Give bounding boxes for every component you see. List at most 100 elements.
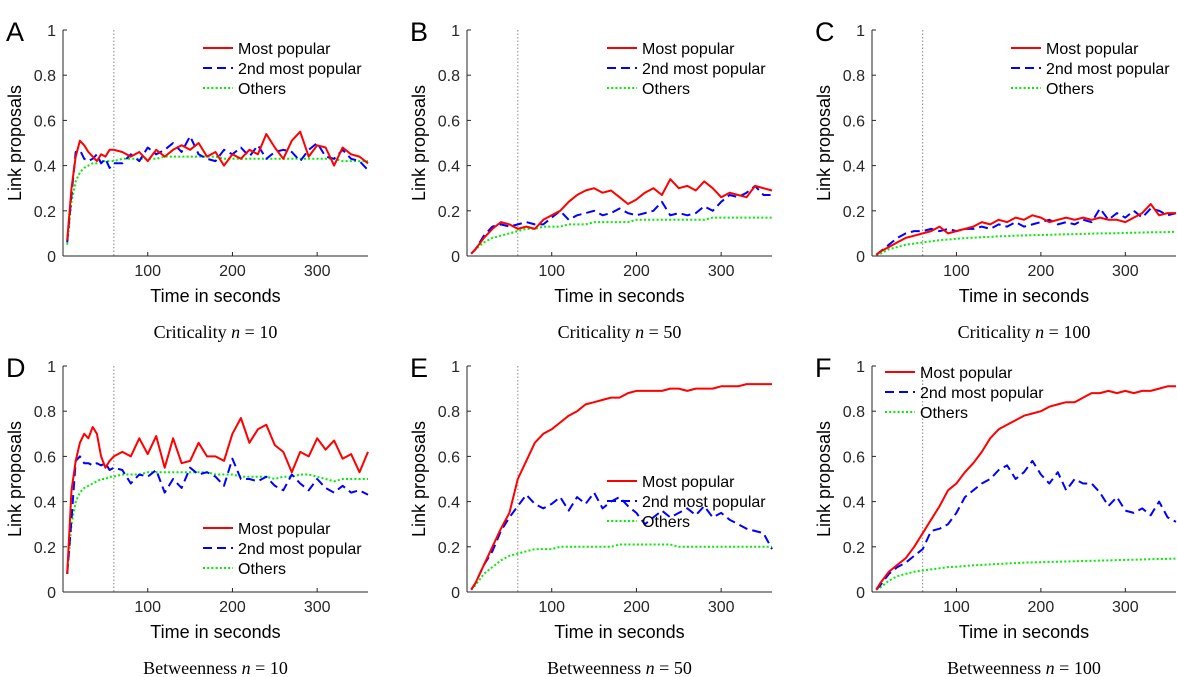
series-line-most-popular xyxy=(875,385,1176,591)
caption-variable: n xyxy=(242,658,251,677)
caption-variable: n xyxy=(635,322,644,342)
y-tick-label: 0.2 xyxy=(843,204,865,221)
y-tick-label: 0.2 xyxy=(843,540,865,557)
y-tick-label: 1 xyxy=(451,23,460,40)
panel-letter: F xyxy=(815,353,832,383)
series-line-second-most-popular xyxy=(470,491,773,591)
y-tick-label: 0.6 xyxy=(843,449,865,466)
series-line-most-popular xyxy=(470,383,772,591)
caption-equals: = xyxy=(1055,658,1074,677)
x-axis-label: Time in seconds xyxy=(959,286,1089,306)
caption-n-value: 100 xyxy=(1063,322,1090,342)
legend-label: Most popular xyxy=(642,41,735,58)
legend-label: 2nd most popular xyxy=(920,385,1044,402)
caption-n-value: 10 xyxy=(270,658,288,677)
x-tick-label: 200 xyxy=(623,263,650,280)
series-line-others xyxy=(66,155,368,245)
legend-label: 2nd most popular xyxy=(642,61,766,78)
y-tick-label: 1 xyxy=(856,359,865,376)
legend: Most popular 2nd most popular Others xyxy=(607,41,766,98)
legend-label: Most popular xyxy=(642,474,735,491)
y-axis-label: Link proposals xyxy=(409,421,429,537)
y-tick-label: 0.4 xyxy=(34,159,56,176)
panel-caption: Criticality n = 50 xyxy=(558,322,682,342)
series-line-others xyxy=(470,543,772,591)
x-tick-label: 100 xyxy=(538,599,565,616)
panel-letter: B xyxy=(410,17,428,47)
chart-panel-b: B 0 0.2 0.4 0.6 0.8 1 100 200 300 Time in seconds L… xyxy=(409,17,773,342)
legend-label: 2nd most popular xyxy=(238,541,362,558)
y-axis-label: Link proposals xyxy=(814,85,834,201)
caption-n-value: 50 xyxy=(663,322,681,342)
chart-panel-c: C 0 0.2 0.4 0.6 0.8 1 100 200 300 Time in seconds L… xyxy=(814,17,1177,342)
y-tick-label: 0.8 xyxy=(438,68,460,85)
x-tick-label: 200 xyxy=(1028,599,1055,616)
y-axis-label: Link proposals xyxy=(814,421,834,537)
x-tick-label: 300 xyxy=(1112,263,1139,280)
x-tick-label: 100 xyxy=(943,263,970,280)
legend-label: Others xyxy=(920,405,968,422)
panel-letter: E xyxy=(410,353,428,383)
legend: Most popular 2nd most popular Others xyxy=(607,474,766,531)
x-tick-label: 200 xyxy=(219,599,246,616)
x-tick-label: 100 xyxy=(943,599,970,616)
y-tick-label: 0.8 xyxy=(843,404,865,421)
caption-prefix: Criticality xyxy=(154,322,231,342)
y-tick-label: 1 xyxy=(856,23,865,40)
y-tick-label: 0.8 xyxy=(843,68,865,85)
series-line-others xyxy=(470,216,772,255)
y-tick-label: 0 xyxy=(451,249,460,266)
panel-caption: Betweenness n = 10 xyxy=(143,658,288,677)
y-axis-label: Link proposals xyxy=(409,85,429,201)
legend-label: 2nd most popular xyxy=(642,494,766,511)
series-line-most-popular xyxy=(470,178,773,255)
y-tick-label: 0.6 xyxy=(438,449,460,466)
legend: Most popular 2nd most popular Others xyxy=(203,41,362,98)
y-tick-label: 0.4 xyxy=(843,159,865,176)
series-line-most-popular xyxy=(66,130,369,241)
legend-label: Most popular xyxy=(238,41,331,58)
y-tick-label: 0.2 xyxy=(438,540,460,557)
panel-letter: A xyxy=(6,17,24,47)
panel-caption: Betweenness n = 50 xyxy=(547,658,692,677)
caption-variable: n xyxy=(231,322,240,342)
x-tick-label: 200 xyxy=(1028,263,1055,280)
series-line-second-most-popular xyxy=(875,459,1177,591)
panel-letter: C xyxy=(815,17,835,47)
y-tick-label: 0 xyxy=(856,249,865,266)
x-tick-label: 300 xyxy=(708,263,735,280)
y-tick-label: 0.8 xyxy=(34,404,56,421)
caption-prefix: Criticality xyxy=(558,322,635,342)
legend-label: Others xyxy=(1046,81,1094,98)
series-line-most-popular xyxy=(875,203,1176,256)
y-tick-label: 0.2 xyxy=(34,204,56,221)
y-tick-label: 0.4 xyxy=(843,495,865,512)
y-tick-label: 1 xyxy=(451,359,460,376)
panel-caption: Criticality n = 100 xyxy=(958,322,1091,342)
series-line-most-popular xyxy=(66,417,369,574)
panel-letter: D xyxy=(6,353,26,383)
y-tick-label: 0 xyxy=(856,585,865,602)
caption-prefix: Betweenness xyxy=(143,658,241,677)
y-tick-label: 1 xyxy=(47,359,56,376)
x-axis-label: Time in seconds xyxy=(959,622,1089,642)
caption-equals: = xyxy=(1044,322,1063,342)
legend-label: Most popular xyxy=(920,365,1013,382)
legend: Most popular 2nd most popular Others xyxy=(1011,41,1170,98)
caption-n-value: 50 xyxy=(674,658,692,677)
y-axis-label: Link proposals xyxy=(5,421,25,537)
caption-equals: = xyxy=(251,658,270,677)
x-axis-label: Time in seconds xyxy=(554,622,684,642)
caption-equals: = xyxy=(655,658,674,677)
caption-variable: n xyxy=(1035,322,1044,342)
y-tick-label: 0.4 xyxy=(438,159,460,176)
legend-label: Others xyxy=(642,514,690,531)
x-tick-label: 100 xyxy=(134,263,161,280)
x-axis-label: Time in seconds xyxy=(150,622,280,642)
legend-label: Most popular xyxy=(1046,41,1139,58)
y-tick-label: 0.6 xyxy=(34,449,56,466)
legend: Most popular 2nd most popular Others xyxy=(203,521,362,578)
series-line-others xyxy=(875,557,1177,591)
legend-label: Others xyxy=(238,561,286,578)
y-tick-label: 0 xyxy=(47,585,56,602)
